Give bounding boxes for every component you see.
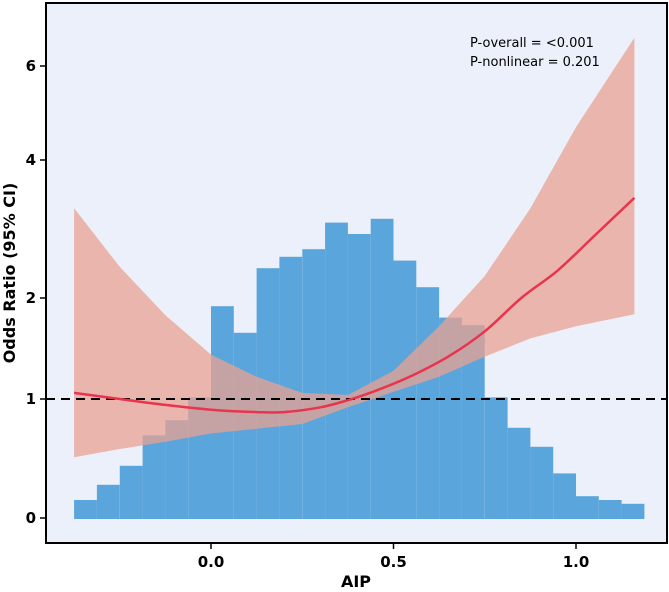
odds-ratio-curve — [73, 196, 636, 414]
histogram-bar — [165, 420, 189, 519]
plot-frame — [45, 2, 668, 544]
histogram-bar — [347, 234, 371, 519]
x-axis-title: AIP — [341, 572, 371, 591]
y-tick-label: 2 — [26, 289, 36, 307]
ci-band — [74, 37, 635, 458]
histogram-bar — [553, 473, 576, 519]
histogram-bar — [576, 496, 599, 519]
x-tick-label: 0.5 — [380, 553, 407, 571]
histogram-bar — [416, 287, 440, 519]
y-tick-label: 4 — [26, 151, 36, 169]
y-axis: 0 1 2 4 6 — [26, 57, 46, 527]
y-tick-label: 1 — [26, 390, 36, 408]
histogram-bar — [279, 256, 303, 519]
histogram-bar — [74, 500, 97, 519]
histogram-bar — [484, 397, 508, 519]
histogram-bar — [119, 465, 143, 519]
histogram-bar — [96, 484, 120, 519]
histogram-bar — [370, 218, 394, 520]
annotation-p-overall: P-overall = <0.001 — [470, 36, 594, 51]
x-tick-label: 0.0 — [198, 553, 225, 571]
histogram-bar — [325, 222, 348, 519]
histogram-bar — [393, 260, 417, 519]
y-tick-label: 0 — [26, 509, 36, 527]
histogram-bar — [142, 435, 166, 519]
annotation-p-nonlinear: P-nonlinear = 0.201 — [470, 55, 600, 70]
histogram-bar — [507, 427, 531, 519]
histogram-bar — [598, 500, 622, 519]
histogram-bar — [461, 325, 485, 519]
histogram-bar — [621, 503, 645, 519]
y-axis-title: Odds Ratio (95% CI) — [0, 183, 19, 364]
x-axis: 0.0 0.5 1.0 — [198, 543, 590, 571]
x-tick-label: 1.0 — [563, 553, 590, 571]
histogram-bar — [302, 249, 326, 519]
histogram-bar — [530, 446, 554, 519]
y-tick-label: 6 — [26, 57, 36, 75]
